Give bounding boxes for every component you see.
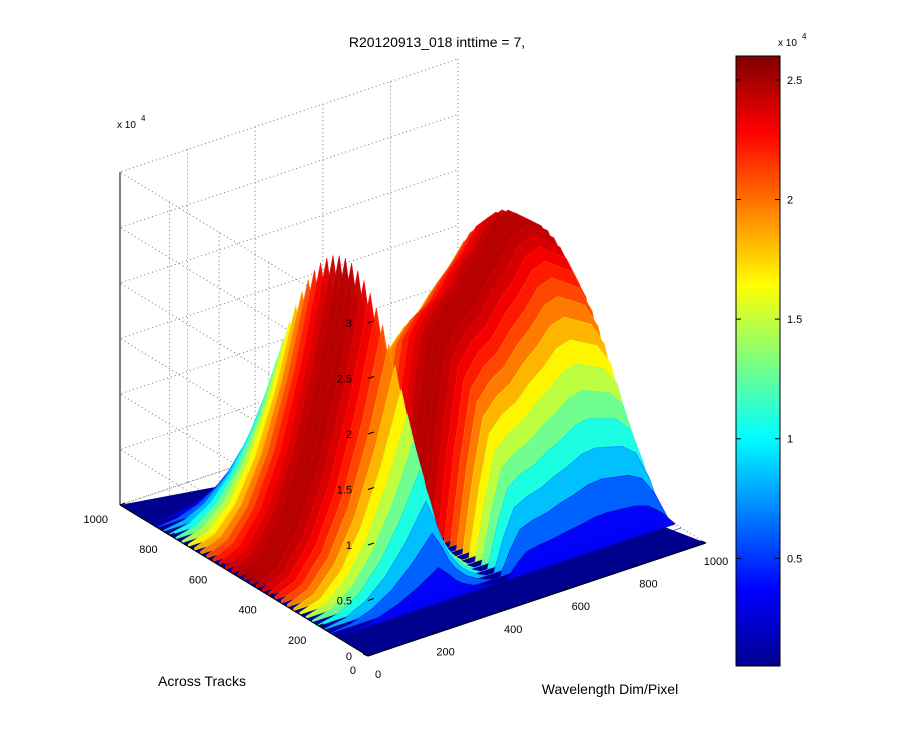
y-tick-mark [219,562,225,566]
colorbar-ticks: 0.5 1 1.5 2 2.5 [736,75,802,565]
z-gridline [118,114,459,379]
y-axis-ticks: 0 200 400 600 800 1000 [84,502,374,677]
z-tick-mark [367,598,375,601]
z-tick-label: 0 [346,651,352,663]
x-tick-mark [700,540,707,544]
surface-plot [144,209,682,642]
z-axis-exponent: x 10 [117,120,136,131]
z-tick-label: 3 [346,318,352,330]
y-tick-label: 1000 [84,514,108,526]
y-tick-mark [318,623,324,627]
x-tick-label: 200 [436,646,454,658]
colorbar-tick-label: 0.5 [787,553,802,565]
colorbar-tick-label: 1 [787,434,793,446]
y-tick-label: 200 [288,635,306,647]
y-tick-label: 400 [238,605,256,617]
y-tick-label: 0 [350,665,356,677]
y-axis-label: Across Tracks [158,673,246,689]
z-tick-mark [367,542,375,546]
colorbar-tick-label: 2 [787,195,793,207]
z-gridline [118,58,459,324]
z-tick-mark [367,487,375,490]
y-tick-mark [367,653,374,657]
x-tick-label: 0 [375,669,381,681]
colorbar-tick-label: 1.5 [787,314,802,326]
z-tick-label: 1 [346,540,352,552]
y-tick-mark [119,502,126,506]
y-tick-label: 800 [139,544,157,556]
surface-slice [343,527,682,642]
z-tick-mark [367,431,375,435]
z-tick-label: 2 [346,429,352,441]
z-axis-ticks: 0 0.5 1 1.5 2 2.5 3 [337,318,375,663]
x-tick-mark [565,585,571,589]
x-axis-ticks: 0 200 400 600 800 1000 [362,540,728,681]
z-tick-label: 1.5 [337,485,352,497]
z-tick-mark [367,320,375,324]
z-tick-mark [367,376,375,379]
x-tick-label: 400 [504,624,522,636]
x-tick-mark [633,563,639,567]
y-tick-mark [169,532,175,536]
x-tick-mark [498,608,504,612]
y-axis-line [119,504,369,657]
z-tick-label: 2.5 [337,374,352,386]
y-tick-label: 600 [189,574,207,586]
x-tick-label: 1000 [704,556,728,568]
chart-title: R20120913_018 inttime = 7, [349,34,525,50]
z-tick-label: 0.5 [337,596,352,608]
colorbar-tick-label: 2.5 [787,75,802,87]
colorbar-exponent: x 10 [778,38,797,49]
surface-slice [336,505,676,638]
x-tick-mark [430,630,436,634]
colorbar-exponent-power: 4 [802,32,807,41]
z-axis-exponent-power: 4 [141,114,146,123]
x-tick-mark [362,653,369,657]
x-axis-label: Wavelength Dim/Pixel [542,681,678,697]
x-tick-label: 800 [639,579,657,591]
colorbar [735,55,781,667]
x-axis-line [367,542,707,657]
x-tick-label: 600 [572,601,590,613]
y-tick-mark [268,593,274,597]
